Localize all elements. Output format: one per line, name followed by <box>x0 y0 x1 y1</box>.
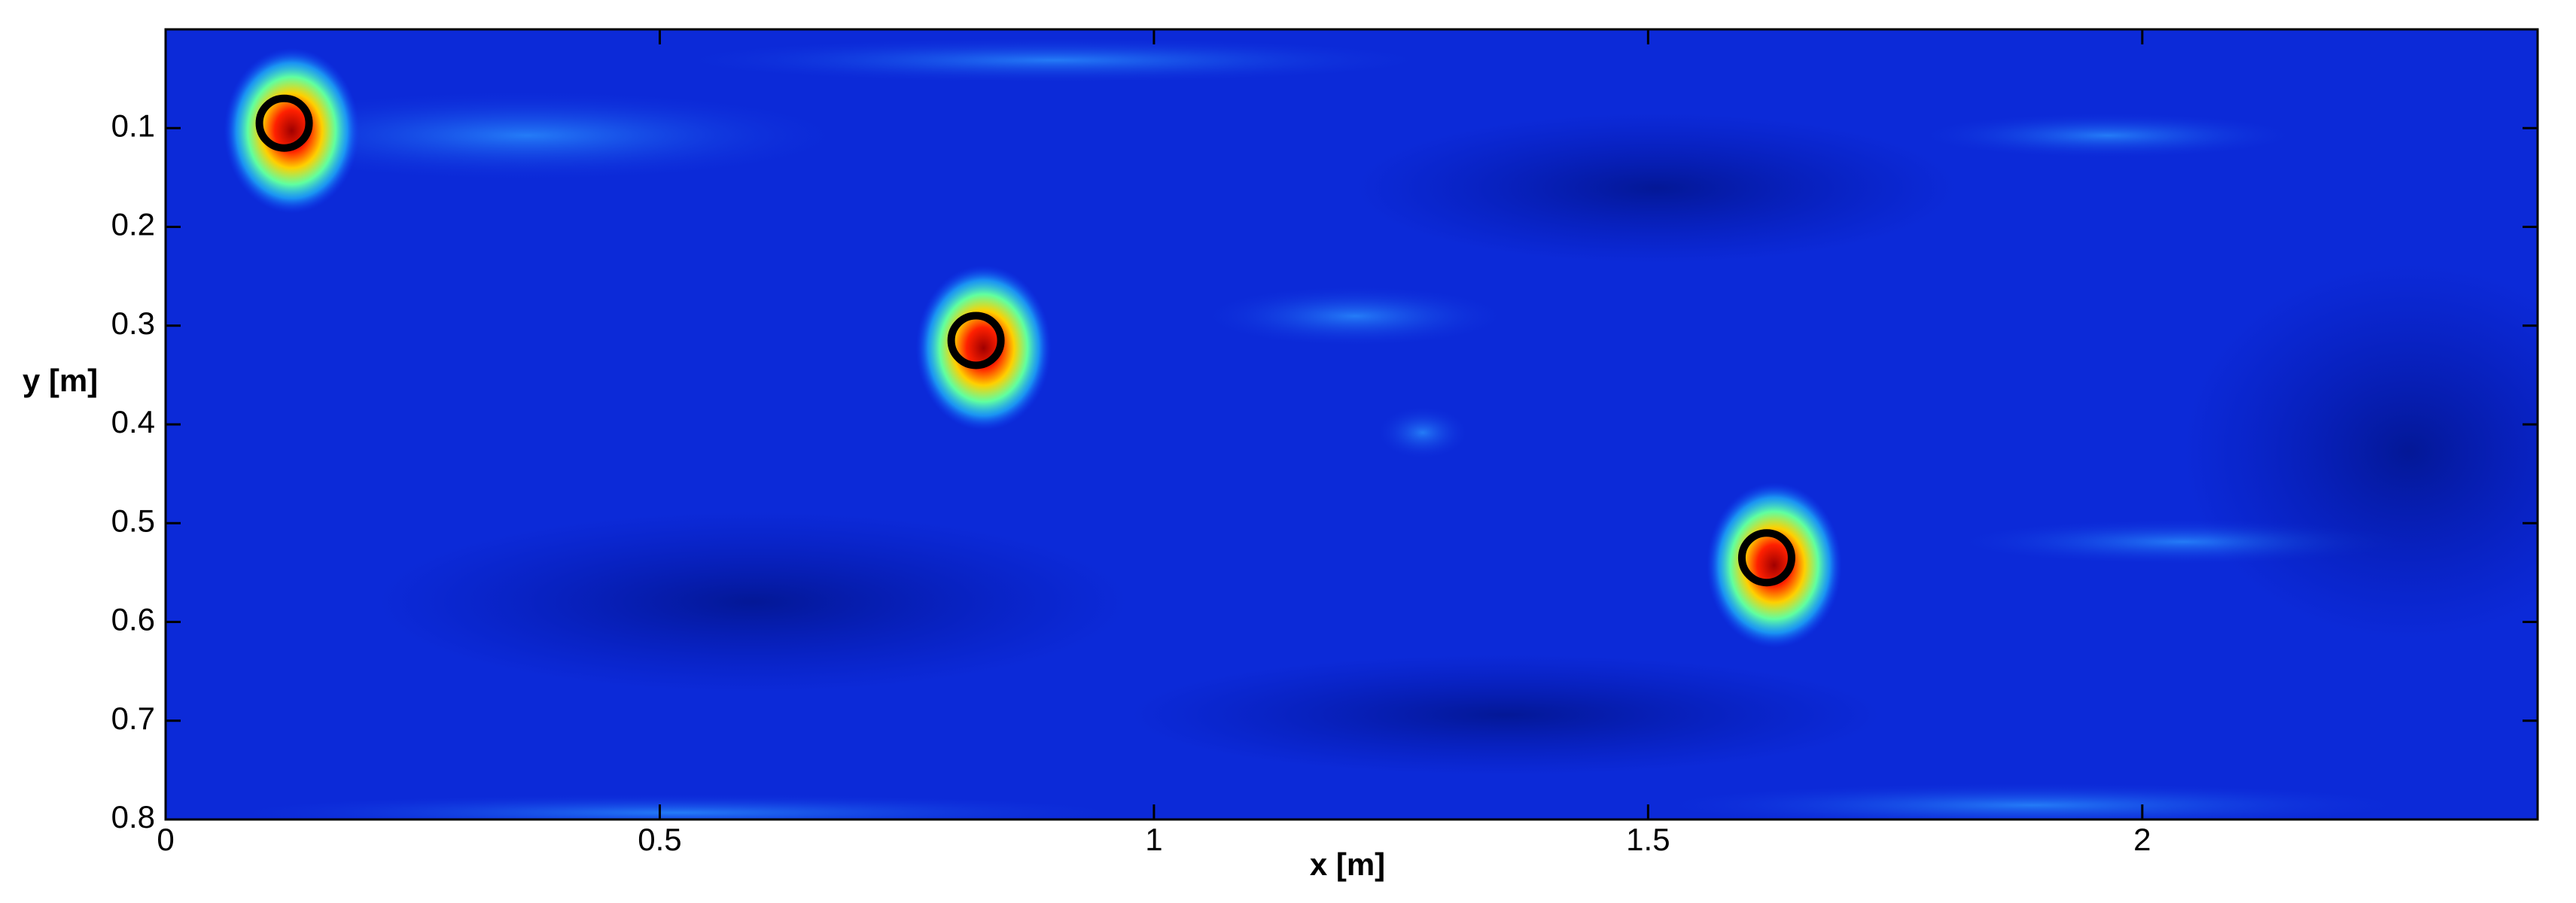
shadow <box>1129 655 1882 775</box>
streak <box>677 38 1430 83</box>
shadow <box>1355 113 1957 263</box>
x-tick-label: 1.5 <box>1626 822 1670 857</box>
y-tick-label: 0.5 <box>111 503 155 538</box>
x-tick-label: 0.5 <box>638 822 681 857</box>
y-tick-label: 0.1 <box>111 108 155 143</box>
y-tick-label: 0.6 <box>111 602 155 637</box>
x-tick-label: 2 <box>2133 822 2151 857</box>
x-tick-label: 0 <box>157 822 174 857</box>
streak <box>211 90 843 181</box>
shadow <box>376 512 1129 692</box>
hotspot <box>224 47 360 214</box>
y-tick-label: 0.3 <box>111 306 155 341</box>
marker <box>947 312 1005 369</box>
hotspot <box>915 265 1052 431</box>
marker <box>1737 529 1795 587</box>
y-tick-label: 0.2 <box>111 207 155 242</box>
y-tick-label: 0.8 <box>111 799 155 835</box>
x-tick-label: 1 <box>1145 822 1162 857</box>
streak <box>1656 783 2409 819</box>
streak <box>1378 406 1468 459</box>
shadow <box>2183 263 2538 640</box>
heatmap <box>166 29 2538 819</box>
x-axis-label: x [m] <box>1310 847 1385 882</box>
y-axis-label: y [m] <box>23 363 98 398</box>
streak <box>1920 113 2296 158</box>
streak <box>226 794 1129 819</box>
y-tick-label: 0.7 <box>111 701 155 736</box>
hotspot <box>1706 482 1842 649</box>
y-tick-label: 0.4 <box>111 404 155 439</box>
marker <box>255 94 313 152</box>
streak <box>1204 286 1506 346</box>
